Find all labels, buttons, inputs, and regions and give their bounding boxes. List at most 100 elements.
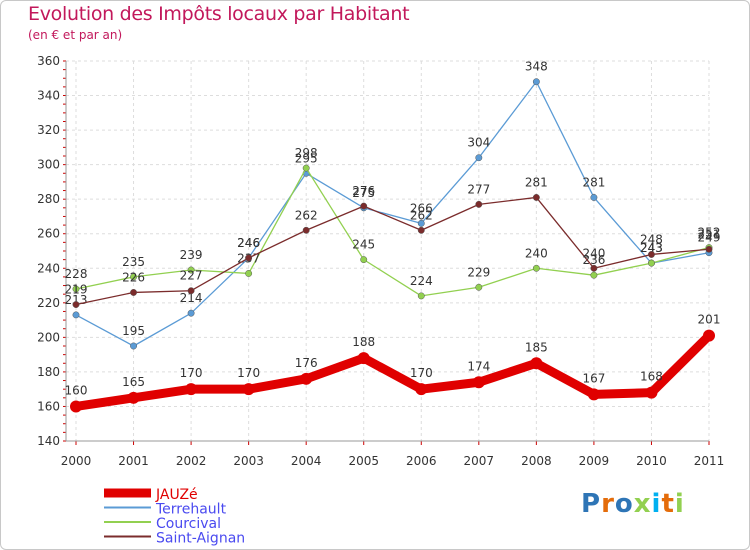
data-point: [127, 391, 140, 404]
y-tick-label: 320: [37, 123, 60, 137]
data-label: 298: [295, 146, 318, 160]
data-label: 174: [467, 359, 490, 373]
data-point: [130, 342, 137, 350]
data-label: 248: [640, 232, 663, 246]
legend-label: JAUZé: [155, 487, 198, 503]
data-label: 170: [237, 366, 260, 380]
data-label: 219: [65, 283, 88, 297]
data-label: 239: [180, 248, 203, 262]
x-tick-label: 2004: [291, 454, 322, 468]
data-label: 170: [180, 366, 203, 380]
data-label: 252: [698, 226, 721, 240]
logo-letter: x: [633, 489, 652, 519]
data-label: 168: [640, 370, 663, 384]
data-label: 160: [65, 383, 88, 397]
data-point: [645, 386, 658, 399]
chart-subtitle: (en € et par an): [28, 28, 123, 42]
data-label: 167: [582, 371, 605, 385]
data-label: 229: [467, 265, 490, 279]
data-label: 165: [122, 375, 145, 389]
data-label: 185: [525, 340, 548, 354]
data-point: [417, 292, 425, 300]
y-tick-label: 360: [37, 54, 60, 68]
data-point: [300, 372, 313, 385]
data-point: [648, 259, 655, 267]
x-tick-label: 2000: [61, 454, 92, 468]
data-point: [532, 194, 540, 201]
data-label: 188: [352, 335, 375, 349]
data-label: 262: [410, 208, 433, 222]
logo-letter: o: [614, 489, 634, 519]
data-label: 281: [582, 175, 605, 189]
x-tick-label: 2005: [348, 454, 379, 468]
data-label: 277: [467, 182, 490, 196]
series-line-jauz-: [71, 331, 714, 411]
data-point: [302, 226, 310, 234]
series-line-terrehault: [75, 81, 710, 347]
y-tick-label: 180: [37, 365, 60, 379]
data-label: 295: [295, 151, 318, 165]
data-point: [302, 164, 310, 172]
logo-letter: i: [651, 489, 662, 519]
data-label: 176: [295, 356, 318, 370]
data-point: [532, 264, 540, 272]
y-tick-label: 240: [37, 261, 60, 275]
series-line-courcival: [75, 167, 710, 297]
x-tick-label: 2010: [636, 454, 667, 468]
data-label: 245: [352, 238, 375, 252]
data-label: 226: [122, 270, 145, 284]
data-label: 243: [640, 241, 663, 255]
data-point: [357, 352, 370, 365]
data-point: [530, 357, 543, 370]
data-label: 195: [122, 324, 145, 338]
y-tick-label: 160: [37, 399, 60, 413]
legend-label: Terrehault: [155, 502, 227, 518]
logo-letter: t: [661, 489, 675, 519]
data-label: 214: [180, 291, 203, 305]
data-label: 246: [237, 236, 260, 250]
data-point: [587, 388, 600, 401]
data-point: [72, 301, 80, 308]
data-label: 240: [525, 246, 548, 260]
data-point: [245, 270, 253, 277]
data-point: [472, 376, 485, 389]
logo-letter: P: [581, 489, 602, 519]
proxiti-logo: Proxiti: [581, 489, 685, 519]
series-line-saint-aignan: [75, 196, 710, 306]
data-point: [130, 273, 137, 281]
data-label: 262: [295, 208, 318, 222]
data-point: [703, 329, 715, 342]
y-tick-label: 260: [37, 227, 60, 241]
data-point: [417, 226, 425, 234]
y-tick-label: 140: [37, 434, 60, 448]
plot-area: [66, 61, 709, 441]
data-label: 249: [698, 231, 721, 245]
data-point: [475, 200, 483, 208]
data-label: 201: [698, 313, 721, 327]
data-label: 266: [410, 201, 433, 215]
x-tick-label: 2002: [176, 454, 207, 468]
data-point: [130, 289, 137, 296]
data-label: 251: [698, 227, 721, 241]
y-tick-label: 280: [37, 192, 60, 206]
data-point: [475, 154, 483, 162]
data-point: [245, 254, 253, 262]
logo-letter: r: [601, 489, 615, 519]
data-label: 243: [640, 241, 663, 255]
data-label: 240: [582, 246, 605, 260]
data-label: 228: [65, 267, 88, 281]
logo-letter: i: [674, 489, 685, 519]
data-label: 236: [582, 253, 605, 267]
legend-label: Saint-Aignan: [156, 531, 245, 547]
y-tick-label: 200: [37, 330, 60, 344]
y-tick-label: 300: [37, 158, 60, 172]
data-point: [72, 285, 80, 293]
x-tick-label: 2011: [694, 454, 725, 468]
y-tick-label: 220: [37, 296, 60, 310]
x-tick-label: 2003: [233, 454, 264, 468]
y-tick-label: 340: [37, 89, 60, 103]
x-tick-label: 2007: [464, 454, 495, 468]
data-label: 246: [237, 236, 260, 250]
x-tick-label: 2006: [406, 454, 437, 468]
